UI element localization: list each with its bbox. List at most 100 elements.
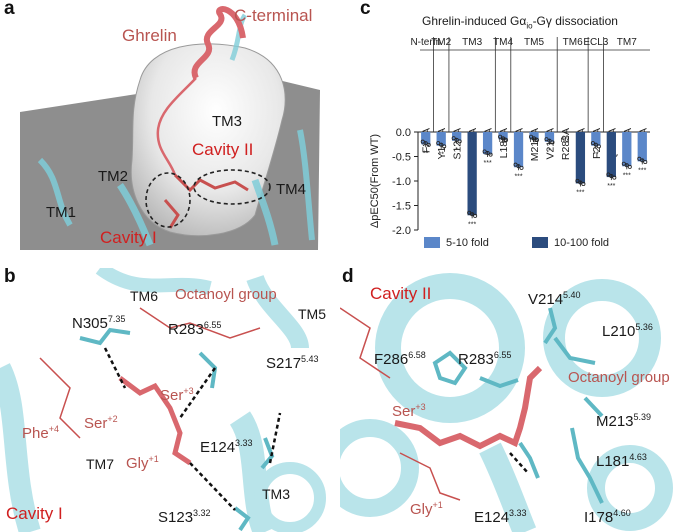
data-point — [451, 136, 456, 141]
data-point — [544, 137, 549, 142]
bar — [452, 132, 462, 141]
bar — [513, 132, 524, 168]
data-point — [473, 213, 478, 218]
data-point — [627, 164, 632, 169]
y-tick-label: -1.0 — [392, 176, 411, 188]
data-point — [519, 165, 524, 170]
legend-label-dark: 10-100 fold — [554, 237, 609, 249]
data-point — [467, 210, 472, 215]
significance-label: ns — [530, 135, 538, 144]
panel-a-structure-illustration — [20, 6, 320, 250]
data-point — [504, 137, 509, 142]
bar — [498, 132, 508, 140]
panel-d-structure-illustration — [340, 268, 673, 532]
ser2-label: Ser+2 — [84, 414, 118, 432]
group-label: TM3 — [462, 37, 482, 48]
s123-label: S1233.32 — [158, 508, 211, 526]
data-point — [420, 139, 425, 144]
m213-label: M2135.39 — [596, 412, 652, 430]
panel-b-structure-illustration — [0, 268, 340, 532]
tm4-label: TM4 — [276, 181, 306, 198]
y-tick-label: 0.0 — [396, 127, 411, 139]
group-label: TM6 — [563, 37, 583, 48]
panel-d: d Cavity II V2145.40 L2105.36 F2866.58 R… — [340, 268, 673, 532]
significance-label: *** — [576, 189, 584, 196]
significance-label: *** — [484, 160, 492, 167]
significance-label: *** — [607, 183, 615, 190]
significance-label: *** — [638, 167, 646, 174]
tm2-label: TM2 — [98, 168, 128, 185]
significance-label: *** — [468, 221, 476, 228]
octanoyl-label-d: Octanoyl group — [568, 369, 670, 386]
bar — [421, 132, 431, 145]
data-point — [528, 134, 533, 139]
bar — [529, 132, 539, 140]
ser3-label: Ser+3 — [160, 386, 194, 404]
phe4-label: Phe+4 — [22, 424, 59, 442]
tm6-label: TM6 — [130, 288, 158, 304]
bar — [544, 132, 555, 142]
group-label: N-term — [410, 37, 441, 48]
ghrelin-label: Ghrelin — [122, 26, 177, 45]
s217-label: S2175.43 — [266, 354, 319, 372]
l210-label: L2105.36 — [602, 322, 653, 340]
panel-b-letter: b — [4, 268, 16, 287]
legend-swatch-dark — [532, 237, 548, 248]
gly1-label-d: Gly+1 — [410, 500, 443, 518]
e124-label: E1243.33 — [200, 438, 253, 456]
data-point — [457, 139, 462, 144]
data-point — [442, 144, 447, 149]
group-label: ECL3 — [583, 37, 608, 48]
significance-label: nd — [560, 135, 569, 144]
data-point — [488, 152, 493, 157]
data-point — [426, 142, 431, 147]
data-point — [643, 159, 648, 164]
data-point — [596, 144, 601, 149]
cavity1-label: Cavity I — [100, 228, 157, 247]
bar — [606, 132, 616, 178]
panel-d-letter: d — [342, 268, 354, 287]
bar — [637, 132, 647, 162]
data-point — [637, 156, 642, 161]
data-point — [575, 178, 580, 183]
chart-title: Ghrelin-induced Gαio-Gγ dissociation — [422, 14, 618, 31]
legend-swatch-light — [424, 237, 440, 248]
y-axis-label: ΔpEC50(From WT) — [369, 134, 381, 228]
i178-label: I1784.60 — [584, 508, 631, 526]
group-label: TM5 — [524, 37, 544, 48]
c-terminal-label: C-terminal — [234, 6, 313, 25]
significance-label: ** — [438, 152, 444, 159]
significance-label: * — [455, 147, 458, 154]
tm5-label: TM5 — [298, 306, 326, 322]
group-label: TM2 — [431, 37, 451, 48]
significance-label: * — [548, 148, 551, 155]
bar — [575, 132, 586, 184]
significance-label: *** — [514, 173, 522, 180]
bar — [467, 132, 477, 216]
bar — [436, 132, 446, 146]
data-point — [498, 134, 503, 139]
tm7-label: TM7 — [86, 456, 114, 472]
panel-b: b TM6 Octanoyl group TM5 N3057.35 R2836.… — [0, 268, 340, 532]
bar — [622, 132, 632, 167]
tm3-label: TM3 — [212, 113, 242, 130]
data-point — [550, 140, 555, 145]
e124-label-d: E1243.33 — [474, 508, 527, 526]
data-point — [513, 162, 518, 167]
bar — [482, 132, 493, 155]
legend-label-light: 5-10 fold — [446, 237, 489, 249]
panel-a: a Ghrelin C-terminal TM3 TM2 TM4 TM1 Cav… — [0, 0, 340, 262]
l181-label: L1814.63 — [596, 452, 647, 470]
tm3-label-b: TM3 — [262, 486, 290, 502]
f286-label: F2866.58 — [374, 350, 426, 368]
panel-a-letter: a — [4, 0, 15, 19]
data-point — [621, 161, 626, 166]
significance-label: *** — [623, 172, 631, 179]
r283-label: R2836.55 — [168, 320, 222, 338]
chart: 0.0 -0.5 -1.0 -1.5 -2.0 ΔpEC50(From WT) N-term… — [369, 37, 650, 249]
y-tick-label: -0.5 — [392, 152, 411, 164]
data-point — [612, 175, 617, 180]
n305-label: N3057.35 — [72, 314, 126, 332]
data-point — [590, 141, 595, 146]
group-label: TM7 — [617, 37, 637, 48]
